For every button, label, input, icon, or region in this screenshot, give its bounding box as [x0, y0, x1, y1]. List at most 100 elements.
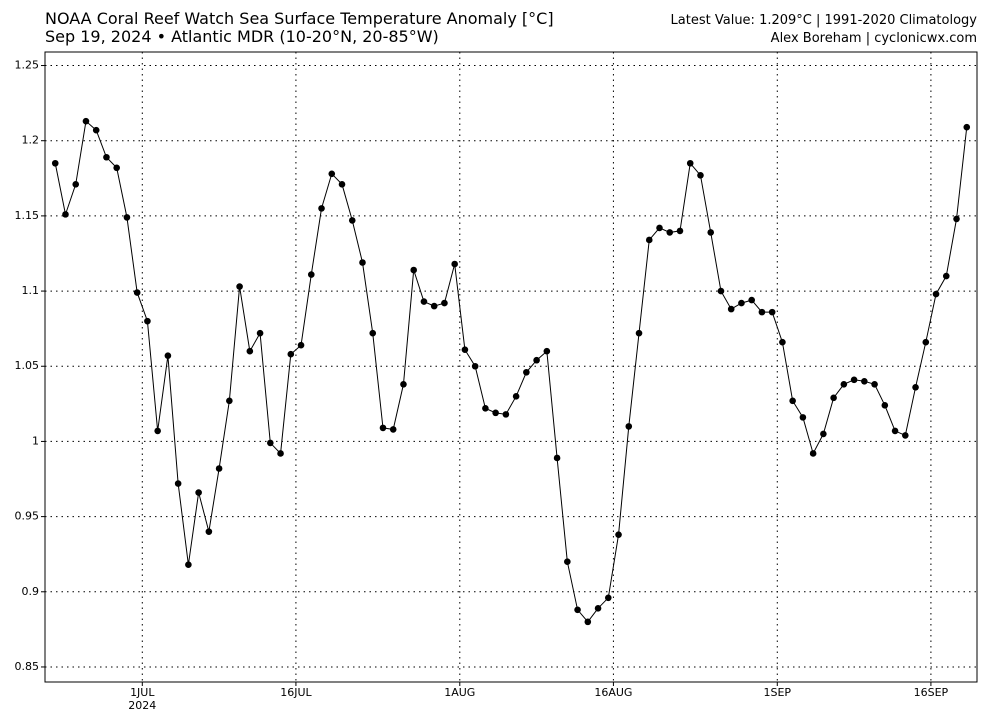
- data-point: [92, 126, 100, 134]
- data-point: [441, 299, 448, 307]
- data-point: [553, 454, 561, 462]
- data-point: [942, 272, 950, 280]
- x-year-label: 2024: [128, 699, 156, 712]
- y-tick-label: 1.2: [22, 134, 40, 147]
- data-point: [604, 594, 612, 602]
- data-point: [697, 171, 704, 179]
- data-point: [246, 347, 254, 355]
- data-point: [717, 287, 725, 295]
- data-point: [676, 227, 684, 235]
- data-point: [615, 531, 622, 538]
- data-point: [297, 341, 305, 349]
- data-point: [185, 561, 192, 569]
- data-point: [103, 153, 110, 161]
- right-subtitle: Alex Boreham | cyclonicwx.com: [771, 31, 977, 46]
- data-point: [174, 480, 182, 487]
- data-point: [51, 159, 59, 167]
- data-point: [471, 362, 479, 370]
- data-point: [707, 229, 715, 236]
- y-tick-label: 1.15: [15, 209, 40, 222]
- plot-frame: [44, 51, 978, 683]
- data-point: [738, 299, 745, 307]
- data-point: [799, 414, 807, 421]
- data-point: [512, 393, 520, 400]
- data-point: [113, 164, 120, 172]
- data-point: [891, 427, 899, 435]
- data-point: [840, 380, 848, 388]
- data-point: [645, 236, 653, 244]
- data-point: [625, 423, 633, 430]
- data-point: [871, 380, 878, 388]
- data-point: [533, 356, 540, 364]
- data-point: [932, 290, 940, 298]
- data-point: [768, 308, 776, 316]
- data-point: [779, 338, 786, 346]
- data-point: [830, 394, 837, 402]
- data-point: [277, 450, 284, 457]
- data-point: [410, 266, 418, 274]
- data-point: [543, 347, 551, 355]
- data-point: [953, 215, 960, 223]
- right-title: Latest Value: 1.209°C | 1991-2020 Climat…: [671, 13, 978, 28]
- data-point: [144, 317, 151, 325]
- data-point: [861, 377, 868, 385]
- data-point: [820, 430, 827, 438]
- data-point: [62, 211, 69, 218]
- data-point: [123, 214, 131, 221]
- data-point: [461, 346, 469, 354]
- data-point: [226, 397, 233, 405]
- chart-title: NOAA Coral Reef Watch Sea Surface Temper…: [45, 9, 554, 28]
- data-point: [594, 605, 602, 612]
- data-point: [686, 159, 694, 167]
- data-point: [400, 380, 407, 388]
- data-point: [809, 450, 817, 457]
- y-tick-label: 1.1: [22, 284, 40, 297]
- x-tick-label: 1SEP: [763, 686, 791, 699]
- data-point: [287, 350, 295, 358]
- x-tick-label: 16JUL: [280, 686, 312, 699]
- data-point: [328, 170, 336, 178]
- data-point: [348, 217, 356, 224]
- y-tick-label: 0.85: [15, 660, 40, 673]
- data-point: [666, 229, 674, 236]
- data-point: [72, 181, 80, 188]
- data-point: [492, 409, 499, 417]
- data-point: [451, 260, 458, 268]
- data-point: [963, 123, 971, 131]
- data-point: [584, 618, 592, 626]
- x-tick-label: 1AUG: [444, 686, 475, 699]
- data-point: [164, 352, 172, 360]
- data-point: [205, 528, 213, 535]
- y-tick-label: 0.9: [22, 585, 40, 598]
- data-point: [789, 397, 796, 405]
- data-point: [133, 289, 141, 296]
- x-tick-label: 16AUG: [594, 686, 632, 699]
- data-point: [523, 368, 530, 376]
- y-tick-label: 1: [32, 434, 39, 447]
- data-point: [307, 271, 315, 278]
- data-point: [574, 606, 581, 614]
- data-point: [564, 558, 571, 566]
- data-point: [369, 329, 377, 337]
- chart-subtitle: Sep 19, 2024 • Atlantic MDR (10-20°N, 20…: [45, 27, 439, 46]
- data-point: [267, 439, 274, 447]
- x-tick-label: 1JUL: [130, 686, 155, 699]
- data-point: [195, 489, 202, 496]
- y-tick-label: 1.25: [15, 59, 40, 72]
- data-point: [635, 329, 643, 337]
- data-point: [236, 283, 243, 290]
- data-point: [318, 205, 325, 212]
- data-point: [502, 411, 510, 418]
- series-line: [54, 120, 968, 623]
- data-point: [482, 405, 489, 412]
- data-point: [727, 305, 735, 313]
- data-point: [850, 376, 858, 384]
- data-point: [656, 224, 663, 232]
- data-point: [430, 302, 438, 310]
- data-point: [154, 427, 161, 435]
- data-point: [902, 432, 909, 439]
- y-tick-label: 0.95: [15, 510, 40, 523]
- data-point: [420, 298, 428, 305]
- data-point: [748, 296, 755, 304]
- data-point: [758, 308, 766, 316]
